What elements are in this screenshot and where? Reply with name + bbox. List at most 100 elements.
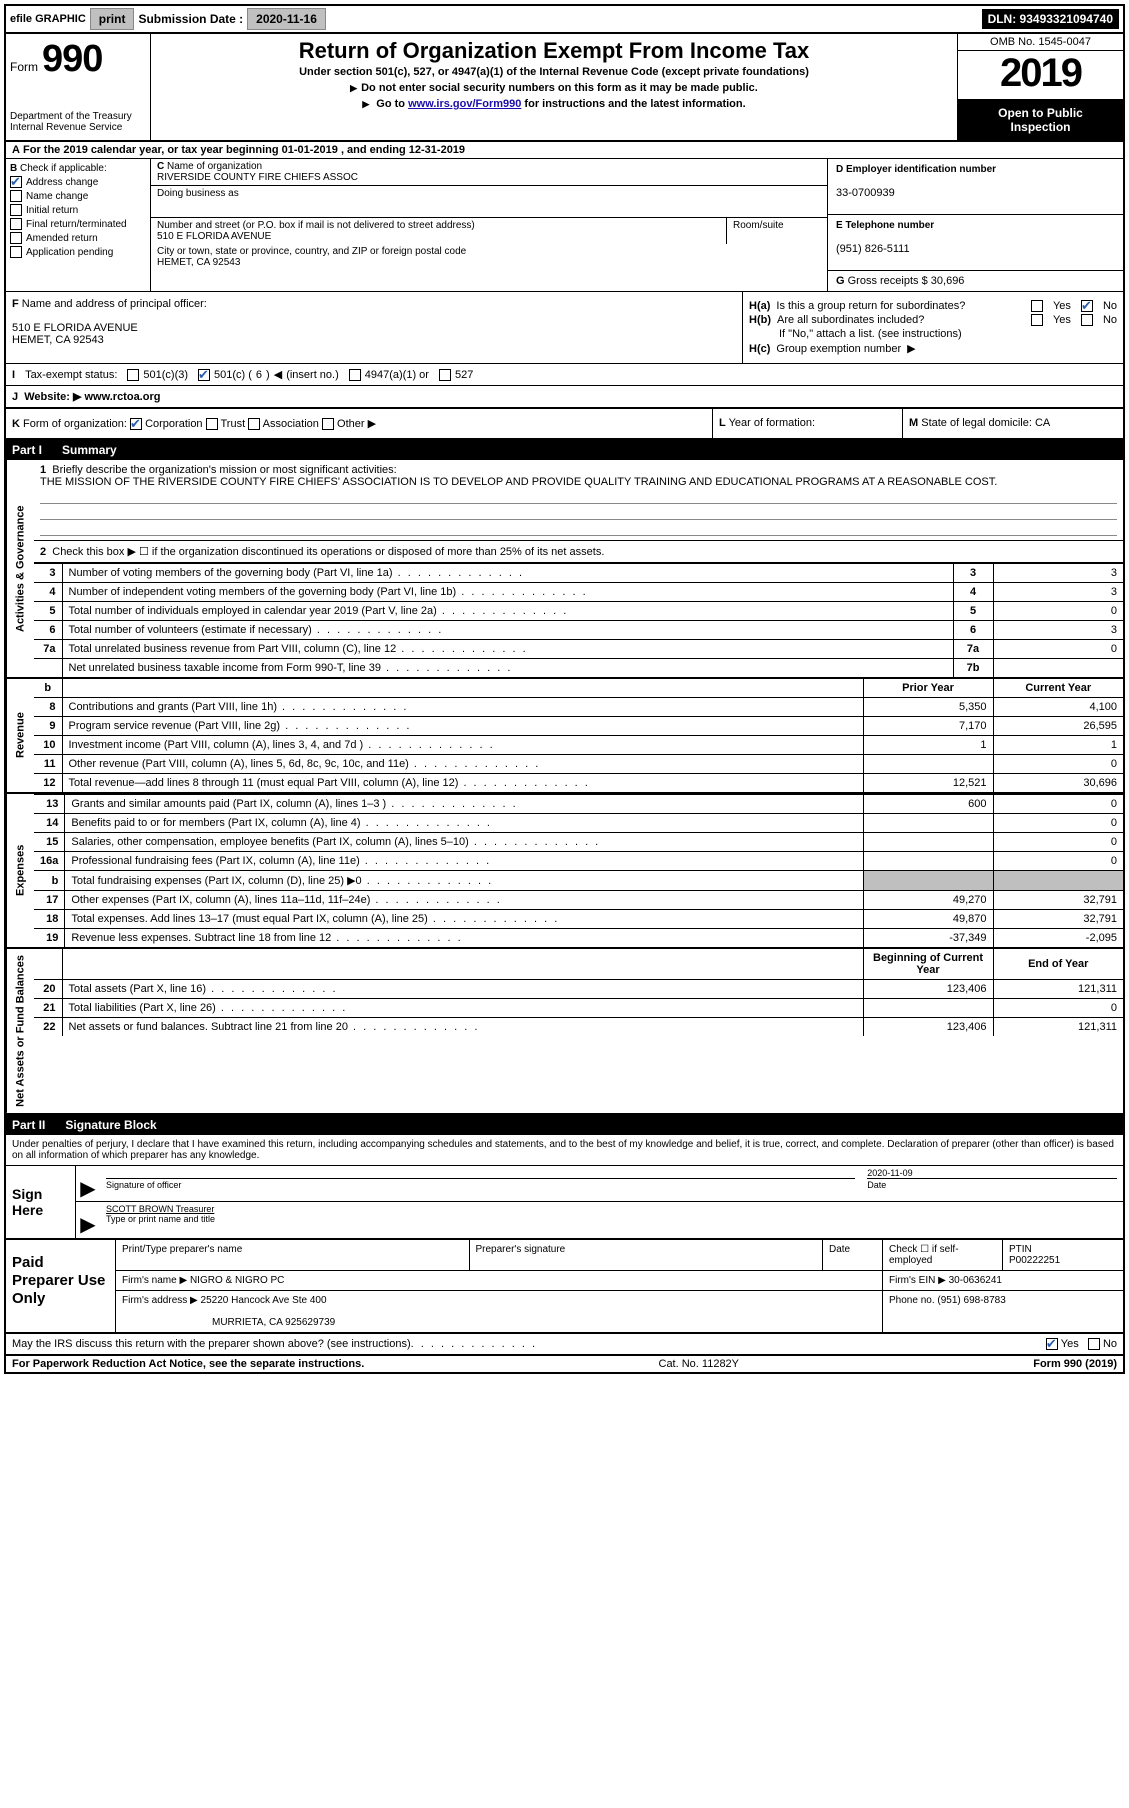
ag-table: 3Number of voting members of the governi… — [34, 563, 1123, 677]
table-row: 7aTotal unrelated business revenue from … — [34, 640, 1123, 659]
expenses-table: 13Grants and similar amounts paid (Part … — [34, 794, 1123, 947]
website-row: J Website: ▶ www.rctoa.org — [6, 386, 1123, 409]
sign-here-block: Sign Here ▶ Signature of officer 2020-11… — [6, 1166, 1123, 1240]
table-row: 11Other revenue (Part VIII, column (A), … — [34, 755, 1123, 774]
paid-preparer-block: Paid Preparer Use Only Print/Type prepar… — [6, 1240, 1123, 1334]
part-i-header: Part I Summary — [6, 440, 1123, 460]
dln-label: DLN: 93493321094740 — [982, 9, 1119, 29]
header-center: Return of Organization Exempt From Incom… — [151, 34, 958, 140]
table-row: 13Grants and similar amounts paid (Part … — [34, 795, 1123, 814]
discuss-row: May the IRS discuss this return with the… — [6, 1334, 1123, 1356]
form-word: Form — [10, 60, 38, 74]
other-checkbox[interactable] — [322, 418, 334, 430]
print-button[interactable]: print — [90, 8, 135, 30]
table-row: 22Net assets or fund balances. Subtract … — [34, 1018, 1123, 1037]
firm-addr2: MURRIETA, CA 925629739 — [122, 1317, 335, 1328]
cat-no: Cat. No. 11282Y — [659, 1358, 740, 1370]
principal-officer: F Name and address of principal officer:… — [6, 292, 743, 363]
table-row: 20Total assets (Part X, line 16)123,4061… — [34, 980, 1123, 999]
ha-yes-checkbox[interactable] — [1031, 300, 1043, 312]
ssn-note: Do not enter social security numbers on … — [159, 82, 949, 94]
hb-yes-checkbox[interactable] — [1031, 314, 1043, 326]
paperwork-notice: For Paperwork Reduction Act Notice, see … — [12, 1358, 364, 1370]
phone-value: (951) 826-5111 — [836, 243, 910, 255]
website-value: www.rctoa.org — [84, 391, 160, 403]
instructions-link: Go to www.irs.gov/Form990 for instructio… — [159, 98, 949, 110]
header-left: Form 990 Department of the Treasury Inte… — [6, 34, 151, 140]
discuss-yes-checkbox[interactable] — [1046, 1338, 1058, 1350]
527-checkbox[interactable] — [439, 369, 451, 381]
table-row: 10Investment income (Part VIII, column (… — [34, 736, 1123, 755]
app-pending-checkbox[interactable] — [10, 246, 22, 258]
activities-governance-section: Activities & Governance 1 Briefly descri… — [6, 460, 1123, 679]
ein-value: 33-0700939 — [836, 187, 895, 199]
table-row: 4Number of independent voting members of… — [34, 583, 1123, 602]
discuss-no-checkbox[interactable] — [1088, 1338, 1100, 1350]
table-row: bTotal fundraising expenses (Part IX, co… — [34, 871, 1123, 891]
form-subtitle: Under section 501(c), 527, or 4947(a)(1)… — [159, 66, 949, 78]
mission-block: 1 Briefly describe the organization's mi… — [34, 460, 1123, 541]
table-row: 12Total revenue—add lines 8 through 11 (… — [34, 774, 1123, 793]
ha-no-checkbox[interactable] — [1081, 300, 1093, 312]
hb-no-checkbox[interactable] — [1081, 314, 1093, 326]
table-row: Net unrelated business taxable income fr… — [34, 659, 1123, 678]
tax-period-row: A For the 2019 calendar year, or tax yea… — [6, 142, 1123, 159]
form-990-page: efile GRAPHIC print Submission Date : 20… — [4, 4, 1125, 1374]
form-ref: Form 990 (2019) — [1033, 1358, 1117, 1370]
section-bcdeg: B Check if applicable: Address change Na… — [6, 159, 1123, 292]
address-change-checkbox[interactable] — [10, 176, 22, 188]
form-header: Form 990 Department of the Treasury Inte… — [6, 34, 1123, 142]
street-address: 510 E FLORIDA AVENUE — [157, 231, 271, 242]
irs-gov-link[interactable]: www.irs.gov/Form990 — [408, 98, 521, 110]
tax-year: 2019 — [958, 51, 1123, 100]
trust-checkbox[interactable] — [206, 418, 218, 430]
column-c: C Name of organization RIVERSIDE COUNTY … — [151, 159, 828, 291]
501c-checkbox[interactable] — [198, 369, 210, 381]
sig-date: 2020-11-09 — [867, 1168, 912, 1178]
501c3-checkbox[interactable] — [127, 369, 139, 381]
efile-label: efile GRAPHIC — [10, 13, 86, 25]
corp-checkbox[interactable] — [130, 418, 142, 430]
officer-name: SCOTT BROWN Treasurer — [106, 1204, 214, 1214]
amended-return-checkbox[interactable] — [10, 232, 22, 244]
org-name: RIVERSIDE COUNTY FIRE CHIEFS ASSOC — [157, 172, 358, 183]
table-row: 14Benefits paid to or for members (Part … — [34, 814, 1123, 833]
table-row: 9Program service revenue (Part VIII, lin… — [34, 717, 1123, 736]
table-row: 8Contributions and grants (Part VIII, li… — [34, 698, 1123, 717]
assoc-checkbox[interactable] — [248, 418, 260, 430]
name-change-checkbox[interactable] — [10, 190, 22, 202]
submission-date: 2020-11-16 — [247, 8, 326, 30]
final-return-checkbox[interactable] — [10, 218, 22, 230]
irs-label: Internal Revenue Service — [10, 122, 146, 133]
firm-addr1: 25220 Hancock Ave Ste 400 — [201, 1295, 327, 1306]
city-state-zip: HEMET, CA 92543 — [157, 257, 240, 268]
submission-label: Submission Date : — [138, 12, 243, 26]
domicile-value: CA — [1035, 417, 1050, 429]
declaration-text: Under penalties of perjury, I declare th… — [6, 1135, 1123, 1166]
firm-ein: 30-0636241 — [949, 1275, 1002, 1286]
form-number: 990 — [42, 38, 102, 81]
table-row: 6Total number of volunteers (estimate if… — [34, 621, 1123, 640]
expenses-section: Expenses 13Grants and similar amounts pa… — [6, 794, 1123, 949]
column-de: D Employer identification number 33-0700… — [828, 159, 1123, 291]
4947a1-checkbox[interactable] — [349, 369, 361, 381]
table-row: 21Total liabilities (Part X, line 26)0 — [34, 999, 1123, 1018]
paid-preparer-label: Paid Preparer Use Only — [6, 1240, 116, 1332]
dept-treasury: Department of the Treasury — [10, 111, 146, 122]
table-row: 17Other expenses (Part IX, column (A), l… — [34, 891, 1123, 910]
table-row: 3Number of voting members of the governi… — [34, 564, 1123, 583]
initial-return-checkbox[interactable] — [10, 204, 22, 216]
net-assets-section: Net Assets or Fund Balances Beginning of… — [6, 949, 1123, 1115]
q2-block: 2 Check this box ▶ ☐ if the organization… — [34, 541, 1123, 563]
table-row: 16aProfessional fundraising fees (Part I… — [34, 852, 1123, 871]
revenue-section: Revenue bPrior YearCurrent Year 8Contrib… — [6, 679, 1123, 794]
arrow-icon: ▶ — [76, 1202, 100, 1237]
part-ii-header: Part II Signature Block — [6, 1115, 1123, 1135]
table-row: 5Total number of individuals employed in… — [34, 602, 1123, 621]
gross-receipts: 30,696 — [931, 275, 965, 287]
firm-name: NIGRO & NIGRO PC — [190, 1275, 284, 1286]
ptin-value: P00222251 — [1009, 1255, 1060, 1266]
ag-side-label: Activities & Governance — [6, 460, 34, 677]
na-side-label: Net Assets or Fund Balances — [6, 949, 34, 1113]
open-public-badge: Open to Public Inspection — [958, 100, 1123, 140]
